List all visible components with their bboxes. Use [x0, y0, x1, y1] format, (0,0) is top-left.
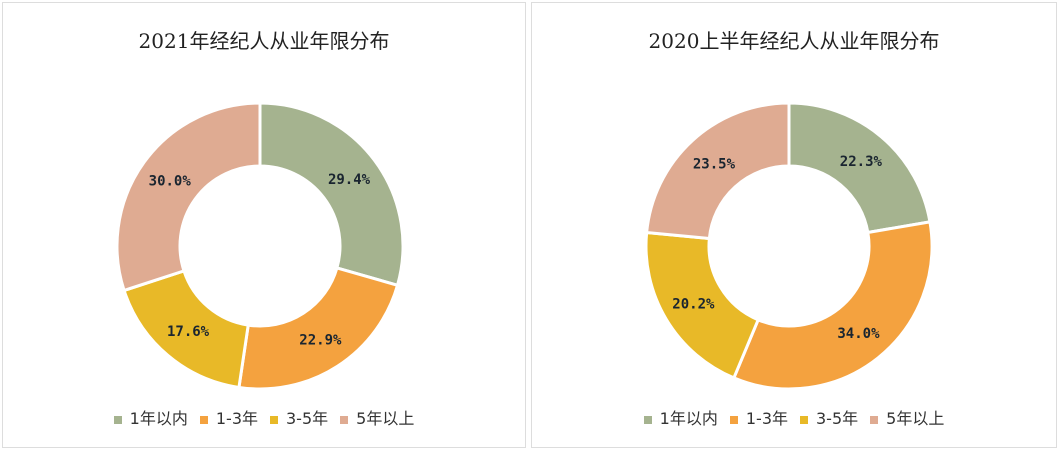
- legend-label: 1年以内: [659, 409, 718, 428]
- legend-item: 1-3年: [199, 405, 258, 429]
- legend-item: 1年以内: [643, 405, 718, 429]
- legend-label: 1-3年: [745, 409, 788, 428]
- legend-item: 3-5年: [270, 405, 328, 429]
- legend-swatch: [643, 415, 652, 424]
- data-label: 23.5%: [693, 157, 736, 173]
- legend: 1年以内 1-3年 3-5年 5年以上: [3, 405, 525, 429]
- legend-swatch: [340, 415, 349, 424]
- data-label: 34.0%: [837, 326, 880, 342]
- legend-swatch: [199, 415, 208, 424]
- legend: 1年以内 1-3年 3-5年 5年以上: [532, 405, 1056, 429]
- chart-panel-2020h1: 2020上半年经纪人从业年限分布 22.3% 34.0% 20.2% 23.5% 1年…: [531, 2, 1057, 448]
- data-label: 17.6%: [167, 324, 210, 340]
- legend-label: 5年以上: [886, 409, 945, 428]
- donut-slice: [644, 101, 791, 241]
- data-label: 22.9%: [299, 333, 342, 349]
- legend-item: 3-5年: [800, 405, 858, 429]
- data-label: 30.0%: [149, 174, 192, 190]
- legend-item: 5年以上: [340, 405, 414, 429]
- donut-slice: [787, 101, 932, 235]
- donut-slice: [731, 220, 934, 391]
- data-label: 20.2%: [672, 296, 715, 312]
- legend-swatch: [870, 415, 879, 424]
- legend-label: 1-3年: [215, 409, 258, 428]
- donut-slice: [258, 101, 405, 288]
- legend-swatch: [113, 415, 122, 424]
- data-label: 29.4%: [328, 172, 371, 188]
- legend-item: 1年以内: [113, 405, 188, 429]
- legend-label: 1年以内: [129, 409, 188, 428]
- legend-label: 3-5年: [286, 409, 329, 428]
- chart-title: 2021年经纪人从业年限分布: [138, 29, 390, 53]
- chart-title: 2020上半年经纪人从业年限分布: [648, 29, 940, 53]
- chart-panel-2021: 2021年经纪人从业年限分布 29.4% 22.9% 17.6% 30.0% 1年以内…: [2, 2, 526, 448]
- legend-label: 5年以上: [356, 409, 415, 428]
- donut-slice: [237, 266, 400, 391]
- data-label: 22.3%: [840, 154, 883, 170]
- donut-chart: 29.4% 22.9% 17.6% 30.0%: [115, 101, 405, 391]
- legend-swatch: [800, 415, 808, 424]
- legend-item: 5年以上: [870, 405, 944, 429]
- legend-swatch: [729, 415, 738, 424]
- legend-item: 1-3年: [729, 405, 788, 429]
- donut-chart: 22.3% 34.0% 20.2% 23.5%: [644, 101, 934, 391]
- legend-label: 3-5年: [816, 409, 859, 428]
- legend-swatch: [270, 415, 278, 424]
- donut-slice: [644, 230, 761, 380]
- donut-slice: [115, 101, 262, 293]
